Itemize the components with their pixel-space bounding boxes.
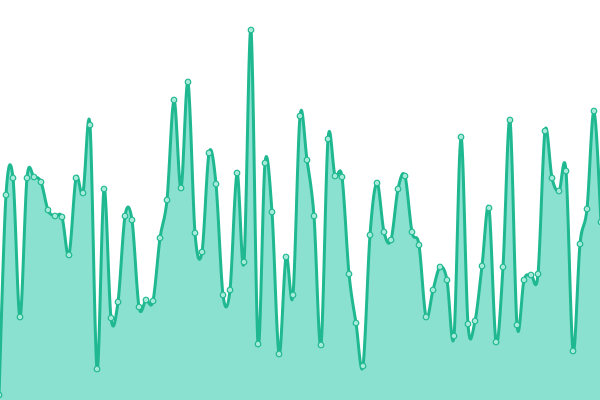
data-point [275, 350, 283, 358]
data-point [583, 205, 591, 213]
data-point [254, 340, 262, 348]
data-point [296, 112, 304, 120]
data-point [548, 174, 556, 182]
data-point [128, 216, 136, 224]
data-point [114, 298, 122, 306]
data-point [44, 206, 52, 214]
data-point [9, 174, 17, 182]
data-point [450, 332, 458, 340]
data-point [121, 212, 129, 220]
data-point [317, 341, 325, 349]
data-point [0, 391, 3, 399]
data-point [282, 253, 290, 261]
data-point [576, 240, 584, 248]
data-point [555, 187, 563, 195]
data-point [499, 263, 507, 271]
data-point [359, 362, 367, 370]
data-point [177, 184, 185, 192]
data-point [107, 314, 115, 322]
data-point [415, 241, 423, 249]
data-point [2, 191, 10, 199]
data-point [492, 338, 500, 346]
data-point [191, 229, 199, 237]
data-point [58, 213, 66, 221]
data-point [30, 173, 38, 181]
data-point [51, 212, 59, 220]
data-point [93, 365, 101, 373]
data-point [226, 286, 234, 294]
data-point [135, 303, 143, 311]
data-point [142, 296, 150, 304]
data-point [394, 185, 402, 193]
data-point [380, 228, 388, 236]
data-point [471, 317, 479, 325]
data-point [436, 263, 444, 271]
data-point [72, 174, 80, 182]
data-point [345, 270, 353, 278]
data-point [331, 172, 339, 180]
data-point [366, 231, 374, 239]
data-point [534, 270, 542, 278]
data-point [387, 236, 395, 244]
data-point [373, 179, 381, 187]
data-point [212, 180, 220, 188]
data-point [247, 26, 255, 34]
data-point [268, 208, 276, 216]
data-point [513, 321, 521, 329]
data-point [338, 173, 346, 181]
area-fill [0, 29, 600, 400]
data-point [240, 258, 248, 266]
data-point [261, 159, 269, 167]
data-point [590, 107, 598, 115]
data-point [149, 297, 157, 305]
data-point [16, 313, 24, 321]
data-point [541, 127, 549, 135]
data-point [310, 212, 318, 220]
data-point [79, 189, 87, 197]
data-point [37, 178, 45, 186]
data-point [562, 167, 570, 175]
data-point [170, 96, 178, 104]
data-point [443, 276, 451, 284]
data-point [429, 286, 437, 294]
data-point [520, 276, 528, 284]
data-point [324, 135, 332, 143]
data-point [478, 262, 486, 270]
data-point [569, 347, 577, 355]
data-point [219, 291, 227, 299]
data-point [100, 185, 108, 193]
data-point [457, 133, 465, 141]
data-point [23, 174, 31, 182]
data-point [289, 291, 297, 299]
data-point [422, 313, 430, 321]
data-point [163, 196, 171, 204]
data-point [408, 228, 416, 236]
data-point [86, 121, 94, 129]
data-point [401, 172, 409, 180]
data-point [65, 251, 73, 259]
data-point [464, 320, 472, 328]
data-point [485, 204, 493, 212]
data-point [156, 234, 164, 242]
data-point [198, 248, 206, 256]
data-point [527, 271, 535, 279]
data-point [205, 149, 213, 157]
data-point [184, 78, 192, 86]
data-point [506, 116, 514, 124]
data-point [233, 169, 241, 177]
data-point [303, 156, 311, 164]
data-point [352, 319, 360, 327]
